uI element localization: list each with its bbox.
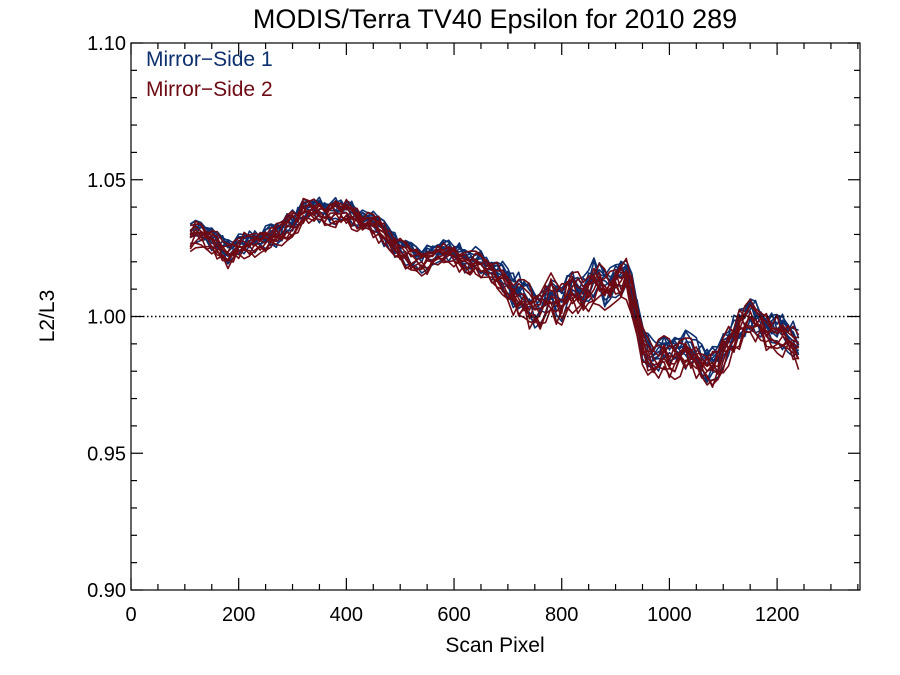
x-tick-label: 600: [437, 604, 470, 626]
x-tick-label: 0: [125, 604, 136, 626]
plot-lines: [189, 196, 800, 389]
x-axis: 0 200 400 600 800 1000 1200: [125, 43, 859, 626]
x-tick-label: 200: [222, 604, 255, 626]
y-tick-label: 1.10: [87, 33, 126, 55]
x-tick-label: 1000: [647, 604, 692, 626]
legend: Mirror−Side 1 Mirror−Side 2: [146, 48, 273, 101]
series-line-mirror-side-2: [190, 198, 799, 367]
chart-title: MODIS/Terra TV40 Epsilon for 2010 289: [253, 4, 737, 34]
series-line-mirror-side-2: [189, 211, 799, 379]
x-tick-label: 800: [545, 604, 578, 626]
y-axis: 0.90 0.95 1.00 1.05 1.10: [87, 33, 860, 602]
y-tick-label: 1.00: [87, 307, 126, 329]
y-tick-label: 0.90: [87, 580, 126, 602]
y-tick-label: 1.05: [87, 170, 126, 192]
legend-entry-mirror-side-2: Mirror−Side 2: [146, 78, 273, 101]
series-line-mirror-side-2: [189, 202, 800, 373]
x-tick-label: 1200: [755, 604, 800, 626]
x-tick-label: 400: [330, 604, 363, 626]
x-axis-title: Scan Pixel: [445, 634, 544, 657]
legend-entry-mirror-side-1: Mirror−Side 1: [146, 48, 273, 71]
y-axis-title: L2/L3: [36, 290, 59, 343]
y-tick-label: 0.95: [87, 443, 126, 465]
series-line-mirror-side-2: [189, 210, 800, 386]
